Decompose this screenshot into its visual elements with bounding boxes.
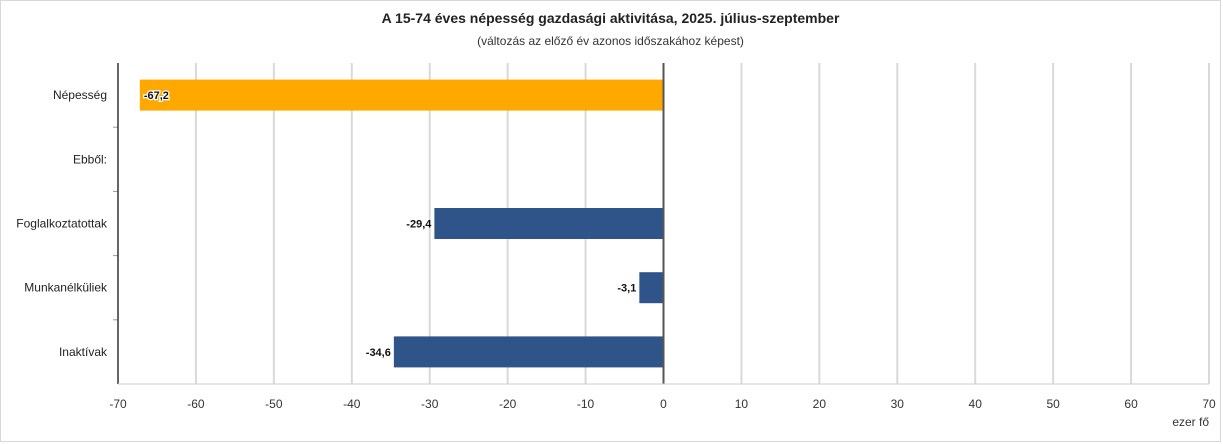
bar: [434, 208, 664, 239]
category-label: Népesség: [53, 88, 107, 102]
x-tick-label: -60: [187, 397, 205, 411]
x-tick-label: -50: [265, 397, 283, 411]
chart-subtitle: (változás az előző év azonos időszakához…: [477, 34, 744, 48]
bar: [393, 336, 664, 368]
x-tick-label: -10: [577, 397, 595, 411]
x-tick-label: 30: [891, 397, 905, 411]
x-tick-label: 50: [1046, 397, 1060, 411]
x-tick-label: 60: [1124, 397, 1138, 411]
category-label: Ebből:: [73, 152, 107, 166]
category-label: Inaktívak: [59, 345, 108, 359]
bar: [139, 79, 664, 111]
bar: [639, 272, 664, 304]
x-tick-label: 70: [1202, 397, 1216, 411]
x-tick-label: 10: [735, 397, 749, 411]
data-label: -67,2: [144, 90, 169, 102]
x-tick-label: -20: [499, 397, 517, 411]
data-label: -29,4: [406, 219, 432, 231]
x-tick-label: -40: [343, 397, 361, 411]
x-tick-label: 0: [660, 397, 667, 411]
x-tick-label: 40: [969, 397, 983, 411]
category-label: Foglalkoztatottak: [16, 217, 108, 231]
data-label: -34,6: [366, 347, 391, 359]
chart-title: A 15-74 éves népesség gazdasági aktivitá…: [381, 10, 840, 26]
x-axis-unit-label: ezer fő: [1172, 415, 1209, 429]
category-label: Munkanélküliek: [24, 281, 108, 295]
x-tick-label: -70: [109, 397, 127, 411]
data-label: -3,1: [617, 283, 636, 295]
x-tick-label: -30: [421, 397, 439, 411]
x-tick-label: 20: [813, 397, 827, 411]
